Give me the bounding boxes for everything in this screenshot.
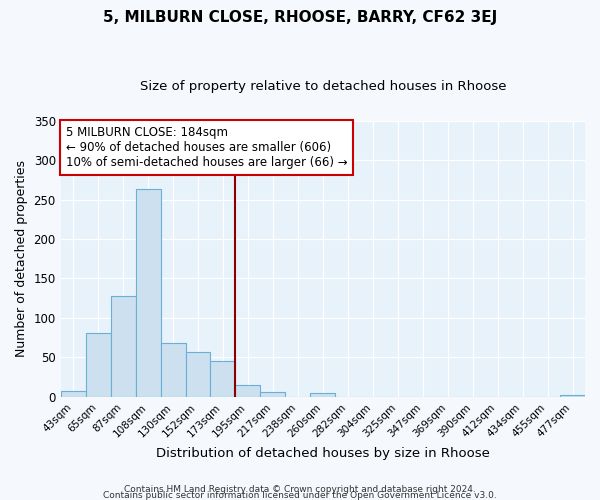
Title: Size of property relative to detached houses in Rhoose: Size of property relative to detached ho… — [140, 80, 506, 93]
Bar — [185, 352, 211, 397]
Bar — [161, 343, 185, 397]
Bar — [136, 190, 161, 397]
Bar — [560, 396, 585, 397]
Bar — [86, 333, 110, 397]
Bar — [61, 392, 86, 397]
Text: Contains public sector information licensed under the Open Government Licence v3: Contains public sector information licen… — [103, 490, 497, 500]
Bar — [110, 296, 136, 397]
Text: 5 MILBURN CLOSE: 184sqm
← 90% of detached houses are smaller (606)
10% of semi-d: 5 MILBURN CLOSE: 184sqm ← 90% of detache… — [66, 126, 347, 169]
X-axis label: Distribution of detached houses by size in Rhoose: Distribution of detached houses by size … — [156, 447, 490, 460]
Bar — [211, 362, 235, 397]
Text: 5, MILBURN CLOSE, RHOOSE, BARRY, CF62 3EJ: 5, MILBURN CLOSE, RHOOSE, BARRY, CF62 3E… — [103, 10, 497, 25]
Bar — [235, 385, 260, 397]
Bar — [260, 392, 286, 397]
Y-axis label: Number of detached properties: Number of detached properties — [15, 160, 28, 358]
Text: Contains HM Land Registry data © Crown copyright and database right 2024.: Contains HM Land Registry data © Crown c… — [124, 484, 476, 494]
Bar — [310, 393, 335, 397]
